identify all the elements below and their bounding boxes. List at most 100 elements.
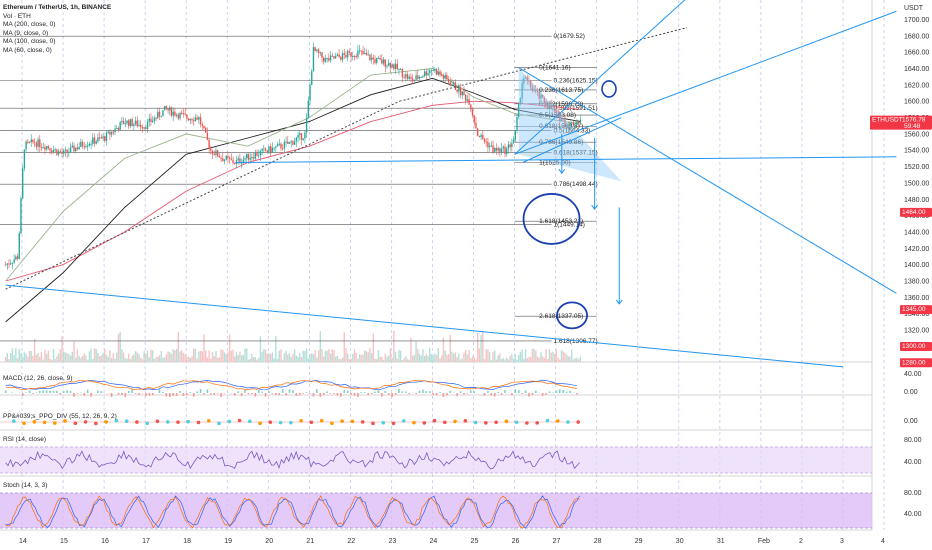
volume-bar — [480, 335, 482, 362]
volume-bar — [49, 358, 51, 362]
price-axis[interactable]: USDT 1700.00 1680.00 1660.00 1640.00 1620.00 1… — [870, 5, 932, 518]
volume-bar — [110, 358, 113, 362]
candle-body — [512, 139, 515, 144]
ppo-dot — [504, 419, 509, 424]
volume-bar — [528, 356, 530, 362]
stoch-label[interactable]: Stoch (14, 3, 3) — [3, 482, 48, 489]
time-axis[interactable]: 14 15 16 17 18 19 20 21 22 23 24 25 26 27 28 29 30 31 Feb 2… — [19, 538, 885, 545]
rsi-label[interactable]: RSI (14, close) — [3, 436, 46, 443]
macd-label[interactable]: MACD (12, 26, close, 9) — [3, 375, 73, 382]
volume-bar — [336, 355, 339, 362]
sub-indicators — [0, 379, 582, 529]
candle-body — [33, 142, 36, 144]
time-tick: 20 — [265, 538, 273, 545]
volume-bar — [533, 348, 535, 362]
macd-bar — [305, 392, 308, 393]
volume-bar — [346, 353, 349, 362]
macd-bar — [391, 393, 393, 397]
candle-body — [222, 158, 224, 162]
ppo-label[interactable]: PP&#039;s_PPO_DIV (55, 12, 26, 9, 2) — [3, 413, 117, 420]
candle-body — [459, 87, 462, 96]
volume-bar — [564, 352, 566, 362]
candle-body — [360, 50, 363, 52]
macd-bar — [240, 393, 243, 397]
candle-body — [449, 82, 451, 86]
candle-body — [430, 70, 433, 72]
volume-bar — [295, 355, 298, 362]
volume-bar — [579, 356, 581, 362]
candle-body — [458, 87, 460, 92]
volume-bar — [33, 338, 36, 362]
volume-bar — [471, 356, 474, 362]
candle-body — [377, 58, 380, 60]
candle-body — [68, 152, 70, 154]
candle-body — [398, 69, 400, 71]
macd-bar — [206, 389, 209, 393]
candle-body — [323, 57, 325, 62]
ppo-dot — [53, 421, 57, 425]
macd-bar — [497, 392, 499, 393]
volume-bar — [340, 359, 342, 362]
macd-bar — [456, 393, 458, 397]
macd-bar — [562, 389, 564, 393]
macd-bar — [340, 393, 342, 397]
candle-body — [182, 113, 185, 115]
indicator-ma200[interactable]: MA (200, close, 0) — [3, 21, 56, 28]
volume-bar — [312, 354, 315, 362]
volume-bar — [86, 359, 89, 362]
candle-body — [42, 147, 44, 149]
candle-body — [102, 136, 104, 139]
panel-tick: 40.00 — [904, 371, 922, 378]
price-tick: 1500.00 — [904, 180, 929, 187]
candle-body — [441, 74, 443, 76]
macd-bar — [336, 393, 339, 396]
volume-bar — [531, 348, 534, 362]
indicator-ma100[interactable]: MA (100, close, 0) — [3, 38, 56, 45]
volume-bar — [388, 355, 390, 362]
volume-bar — [418, 353, 421, 362]
ppo-dot — [412, 420, 416, 425]
volume-bar — [155, 357, 157, 362]
volume-bar — [569, 356, 571, 362]
candle-body — [141, 127, 144, 129]
candle-body — [369, 54, 371, 61]
macd-bar — [381, 393, 383, 397]
volume-bar — [360, 355, 363, 362]
macd-bar — [124, 393, 127, 397]
volume-bar — [98, 355, 101, 362]
ppo-dot — [535, 421, 539, 425]
candle-body — [353, 56, 356, 58]
macd-line — [5, 379, 578, 391]
candle-body — [560, 119, 563, 122]
trend-drawings[interactable] — [5, 0, 897, 368]
candle-body — [393, 64, 395, 69]
macd-bar — [56, 390, 58, 393]
candle-body — [435, 69, 438, 75]
volume-bar — [193, 348, 195, 362]
indicator-ma60[interactable]: MA (60, close, 0) — [3, 46, 52, 54]
volume-bar — [223, 352, 226, 362]
ppo-dot — [360, 420, 365, 424]
ppo-dot — [566, 420, 570, 424]
indicator-vol[interactable]: Vol · ETH — [3, 12, 31, 20]
macd-bar — [466, 393, 469, 394]
macd-bar — [138, 393, 140, 396]
candle-body — [276, 144, 279, 147]
candle-body — [131, 119, 133, 127]
volume-bar — [174, 350, 176, 362]
candle-body — [20, 198, 22, 234]
macd-bar — [446, 393, 448, 396]
candle-body — [352, 56, 354, 58]
volume-bar — [225, 353, 227, 362]
candle-body — [408, 76, 410, 79]
candles — [4, 42, 581, 270]
indicator-ma9[interactable]: MA (9, close, 0) — [3, 29, 49, 37]
volume-bar — [468, 350, 470, 362]
candle-body — [418, 76, 421, 79]
volume-bar — [319, 331, 321, 362]
candle-body — [550, 104, 552, 110]
volume-bar — [446, 354, 448, 362]
volume-bar — [208, 350, 210, 362]
candle-body — [83, 146, 85, 148]
